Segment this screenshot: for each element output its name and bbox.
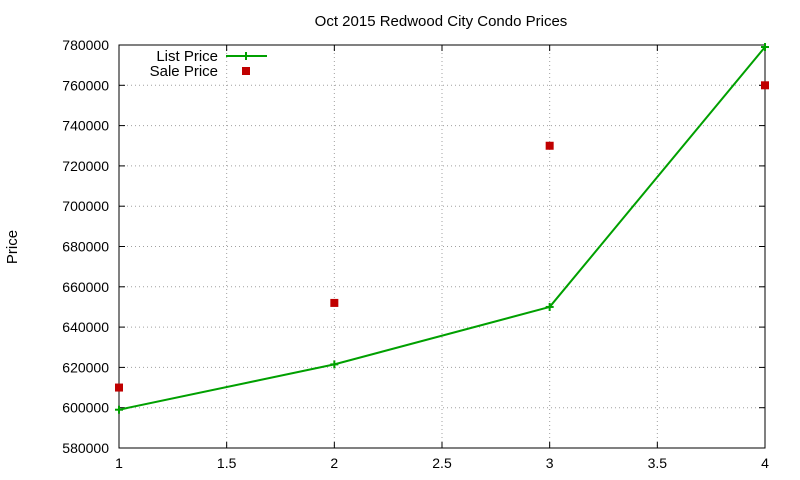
list-price-point [545, 302, 554, 311]
legend-label: List Price [156, 48, 218, 65]
y-tick-label: 700000 [62, 198, 109, 214]
axis-ticks: 580000 600000 620000 640000 660000 680000 7000… [62, 37, 769, 471]
x-tick-label: 1 [115, 455, 123, 471]
list-price-point [115, 405, 123, 414]
list-price-point [330, 360, 339, 369]
list-price-line [118, 46, 766, 411]
x-tick-label: 1.5 [217, 455, 237, 471]
x-tick-label: 3 [546, 455, 554, 471]
sale-price-point [761, 81, 769, 90]
y-tick-label: 760000 [62, 77, 109, 93]
sale-price-point [545, 141, 554, 150]
series-layer [115, 43, 769, 414]
legend-marker [242, 52, 250, 60]
y-tick-label: 660000 [62, 279, 109, 295]
x-tick-label: 3.5 [648, 455, 668, 471]
x-tick-label: 4 [761, 455, 769, 471]
y-tick-label: 580000 [62, 440, 109, 456]
y-tick-label: 620000 [62, 359, 109, 375]
y-tick-label: 680000 [62, 239, 109, 255]
chart-title: Oct 2015 Redwood City Condo Prices [315, 13, 568, 30]
grid-lines [119, 45, 765, 448]
y-axis-label: Price [4, 230, 21, 264]
legend-item-list-price: List Price [156, 48, 267, 65]
y-tick-label: 740000 [62, 118, 109, 134]
y-tick-label: 640000 [62, 319, 109, 335]
legend-item-sale-price: Sale Price [150, 63, 250, 80]
legend-label: Sale Price [150, 63, 218, 80]
y-tick-label: 780000 [62, 37, 109, 53]
x-tick-label: 2 [330, 455, 338, 471]
y-tick-label: 720000 [62, 158, 109, 174]
list-price-point [761, 43, 769, 52]
sale-price-point [330, 298, 339, 307]
sale-price-point [115, 383, 123, 392]
x-tick-label: 2.5 [432, 455, 452, 471]
y-tick-label: 600000 [62, 400, 109, 416]
legend-marker [242, 67, 250, 75]
